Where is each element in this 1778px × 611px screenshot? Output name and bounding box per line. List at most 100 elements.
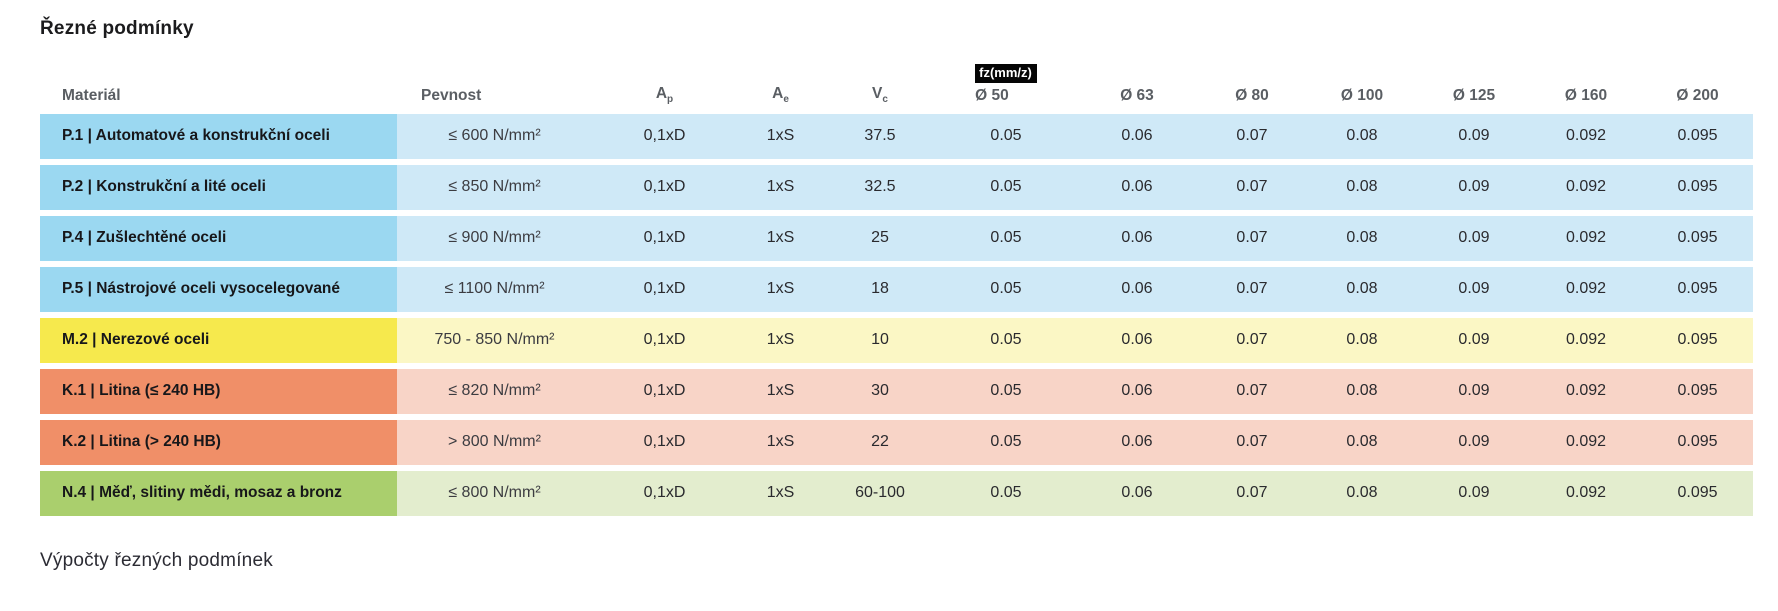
- table-row: P.4 | Zušlechtěné oceli ≤ 900 N/mm² 0,1xD 1…: [40, 215, 1753, 261]
- table-body: P.1 | Automatové a konstrukční oceli ≤ 60…: [40, 113, 1753, 516]
- strength-cell: ≤ 1100 N/mm²: [397, 266, 592, 312]
- strength-cell: ≤ 900 N/mm²: [397, 215, 592, 261]
- table-header-row: Materiál Pevnost Ap Ae Vc fz(mm/z) Ø 50 …: [40, 64, 1753, 108]
- ae-cell: 1xS: [737, 317, 824, 363]
- fz-cell: 0.09: [1418, 368, 1530, 414]
- vc-cell: 37.5: [824, 113, 936, 159]
- table-row: K.2 | Litina (> 240 HB) > 800 N/mm² 0,1xD 1…: [40, 419, 1753, 465]
- material-cell: P.5 | Nástrojové oceli vysocelegované: [40, 266, 397, 312]
- fz-cell: 0.092: [1530, 317, 1642, 363]
- fz-cell: 0.092: [1530, 215, 1642, 261]
- page-title: Řezné podmínky: [40, 18, 194, 39]
- fz-cell: 0.092: [1530, 164, 1642, 210]
- fz-cell: 0.06: [1076, 368, 1198, 414]
- fz-cell: 0.095: [1642, 215, 1753, 261]
- fz-cell: 0.08: [1306, 368, 1418, 414]
- d50-header-stack: fz(mm/z) Ø 50: [975, 64, 1037, 105]
- ap-cell: 0,1xD: [592, 266, 737, 312]
- fz-cell: 0.095: [1642, 164, 1753, 210]
- fz-cell: 0.08: [1306, 164, 1418, 210]
- fz-cell: 0.092: [1530, 368, 1642, 414]
- column-header-d80: Ø 80: [1235, 86, 1269, 104]
- strength-cell: ≤ 800 N/mm²: [397, 470, 592, 516]
- fz-cell: 0.05: [936, 470, 1076, 516]
- material-cell: P.2 | Konstrukční a lité oceli: [40, 164, 397, 210]
- fz-cell: 0.08: [1306, 266, 1418, 312]
- fz-cell: 0.09: [1418, 317, 1530, 363]
- vc-cell: 10: [824, 317, 936, 363]
- fz-cell: 0.07: [1198, 368, 1306, 414]
- ap-cell: 0,1xD: [592, 419, 737, 465]
- fz-cell: 0.06: [1076, 470, 1198, 516]
- strength-cell: > 800 N/mm²: [397, 419, 592, 465]
- fz-cell: 0.07: [1198, 470, 1306, 516]
- fz-cell: 0.09: [1418, 266, 1530, 312]
- fz-cell: 0.092: [1530, 113, 1642, 159]
- material-cell: M.2 | Nerezové oceli: [40, 317, 397, 363]
- fz-cell: 0.05: [936, 368, 1076, 414]
- fz-cell: 0.08: [1306, 419, 1418, 465]
- fz-cell: 0.092: [1530, 266, 1642, 312]
- strength-cell: ≤ 820 N/mm²: [397, 368, 592, 414]
- column-header-d125: Ø 125: [1452, 86, 1496, 104]
- vc-cell: 22: [824, 419, 936, 465]
- ae-cell: 1xS: [737, 266, 824, 312]
- fz-cell: 0.05: [936, 113, 1076, 159]
- ap-cell: 0,1xD: [592, 215, 737, 261]
- strength-cell: ≤ 600 N/mm²: [397, 113, 592, 159]
- ae-cell: 1xS: [737, 470, 824, 516]
- fz-cell: 0.06: [1076, 113, 1198, 159]
- fz-cell: 0.05: [936, 419, 1076, 465]
- ap-cell: 0,1xD: [592, 113, 737, 159]
- fz-cell: 0.09: [1418, 470, 1530, 516]
- fz-cell: 0.07: [1198, 266, 1306, 312]
- fz-cell: 0.06: [1076, 419, 1198, 465]
- column-header-strength: Pevnost: [421, 86, 482, 104]
- cutting-conditions-table: Materiál Pevnost Ap Ae Vc fz(mm/z) Ø 50 …: [40, 58, 1753, 522]
- material-cell: N.4 | Měď, slitiny mědi, mosaz a bronz: [40, 470, 397, 516]
- fz-cell: 0.095: [1642, 470, 1753, 516]
- fz-cell: 0.07: [1198, 419, 1306, 465]
- vc-cell: 30: [824, 368, 936, 414]
- column-header-d50: fz(mm/z) Ø 50: [936, 64, 1076, 108]
- ae-cell: 1xS: [737, 164, 824, 210]
- fz-cell: 0.08: [1306, 113, 1418, 159]
- fz-cell: 0.06: [1076, 317, 1198, 363]
- column-header-d100: Ø 100: [1340, 86, 1384, 104]
- column-header-d200: Ø 200: [1676, 86, 1719, 104]
- ae-cell: 1xS: [737, 368, 824, 414]
- vc-cell: 25: [824, 215, 936, 261]
- material-cell: K.1 | Litina (≤ 240 HB): [40, 368, 397, 414]
- page: Řezné podmínky Materiál Pevnost Ap Ae Vc…: [40, 18, 1753, 571]
- column-header-vc: Vc: [872, 84, 888, 105]
- fz-cell: 0.05: [936, 266, 1076, 312]
- fz-cell: 0.09: [1418, 419, 1530, 465]
- fz-cell: 0.095: [1642, 266, 1753, 312]
- material-cell: P.1 | Automatové a konstrukční oceli: [40, 113, 397, 159]
- fz-cell: 0.092: [1530, 419, 1642, 465]
- table-row: N.4 | Měď, slitiny mědi, mosaz a bronz ≤ …: [40, 470, 1753, 516]
- fz-cell: 0.06: [1076, 215, 1198, 261]
- fz-cell: 0.08: [1306, 215, 1418, 261]
- fz-cell: 0.06: [1076, 266, 1198, 312]
- ap-cell: 0,1xD: [592, 368, 737, 414]
- material-cell: P.4 | Zušlechtěné oceli: [40, 215, 397, 261]
- fz-unit-badge: fz(mm/z): [975, 64, 1037, 83]
- material-cell: K.2 | Litina (> 240 HB): [40, 419, 397, 465]
- ae-cell: 1xS: [737, 419, 824, 465]
- ae-cell: 1xS: [737, 113, 824, 159]
- table-row: K.1 | Litina (≤ 240 HB) ≤ 820 N/mm² 0,1xD 1…: [40, 368, 1753, 414]
- table-row: P.2 | Konstrukční a lité oceli ≤ 850 N/mm…: [40, 164, 1753, 210]
- strength-cell: ≤ 850 N/mm²: [397, 164, 592, 210]
- fz-cell: 0.09: [1418, 113, 1530, 159]
- strength-cell: 750 - 850 N/mm²: [397, 317, 592, 363]
- ae-cell: 1xS: [737, 215, 824, 261]
- fz-cell: 0.08: [1306, 470, 1418, 516]
- column-header-d63: Ø 63: [1120, 86, 1154, 104]
- column-header-ae: Ae: [772, 84, 789, 105]
- fz-cell: 0.07: [1198, 215, 1306, 261]
- fz-cell: 0.08: [1306, 317, 1418, 363]
- d50-label: Ø 50: [975, 86, 1009, 104]
- fz-cell: 0.07: [1198, 113, 1306, 159]
- fz-cell: 0.092: [1530, 470, 1642, 516]
